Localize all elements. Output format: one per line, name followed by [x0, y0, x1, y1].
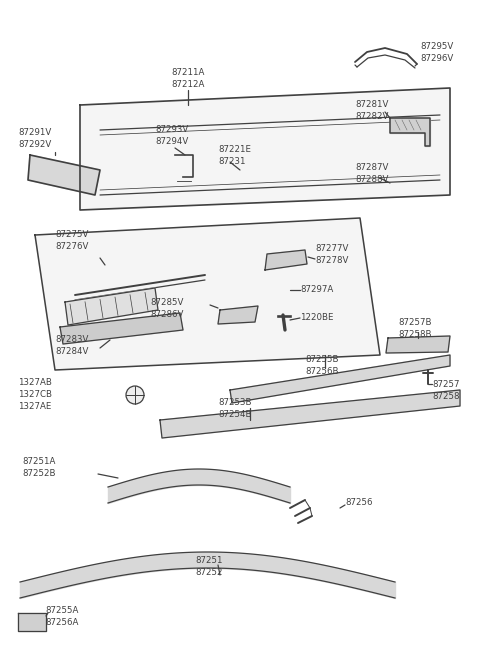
Polygon shape	[218, 306, 258, 324]
Text: 87256: 87256	[345, 498, 372, 507]
Text: 87221E
87231: 87221E 87231	[218, 145, 251, 166]
Polygon shape	[35, 218, 380, 370]
Polygon shape	[160, 390, 460, 438]
Text: 87287V
87288V: 87287V 87288V	[355, 163, 388, 184]
Polygon shape	[230, 355, 450, 403]
Text: 87297A: 87297A	[300, 285, 333, 294]
Polygon shape	[65, 288, 158, 325]
Text: 1327AB
1327CB
1327AE: 1327AB 1327CB 1327AE	[18, 378, 52, 411]
Text: 87255B
87256B: 87255B 87256B	[305, 355, 338, 376]
Polygon shape	[28, 155, 100, 195]
Polygon shape	[390, 118, 430, 146]
Text: 87283V
87284V: 87283V 87284V	[55, 335, 88, 356]
Text: 87277V
87278V: 87277V 87278V	[315, 244, 348, 265]
Text: 87281V
87282V: 87281V 87282V	[355, 100, 388, 121]
Text: 87253B
87254B: 87253B 87254B	[218, 398, 252, 419]
Polygon shape	[265, 250, 307, 270]
Circle shape	[276, 286, 284, 294]
Text: 87257B
87258B: 87257B 87258B	[398, 318, 432, 339]
Text: 87295V
87296V: 87295V 87296V	[420, 42, 453, 63]
Text: 87291V
87292V: 87291V 87292V	[18, 128, 51, 149]
Circle shape	[126, 386, 144, 404]
Text: 87293V
87294V: 87293V 87294V	[155, 125, 188, 146]
Text: 87251
87252: 87251 87252	[195, 556, 223, 577]
Polygon shape	[386, 336, 450, 353]
Text: 87211A
87212A: 87211A 87212A	[171, 68, 204, 89]
Text: 87285V
87286V: 87285V 87286V	[150, 298, 183, 319]
Text: 87275V
87276V: 87275V 87276V	[55, 230, 88, 251]
Circle shape	[270, 280, 290, 300]
Polygon shape	[60, 313, 183, 344]
Text: 87255A
87256A: 87255A 87256A	[45, 606, 78, 627]
Polygon shape	[80, 88, 450, 210]
Polygon shape	[18, 613, 46, 631]
Text: 1220BE: 1220BE	[300, 313, 334, 322]
Text: 87251A
87252B: 87251A 87252B	[22, 457, 56, 477]
Text: 87257
87258: 87257 87258	[432, 380, 459, 401]
